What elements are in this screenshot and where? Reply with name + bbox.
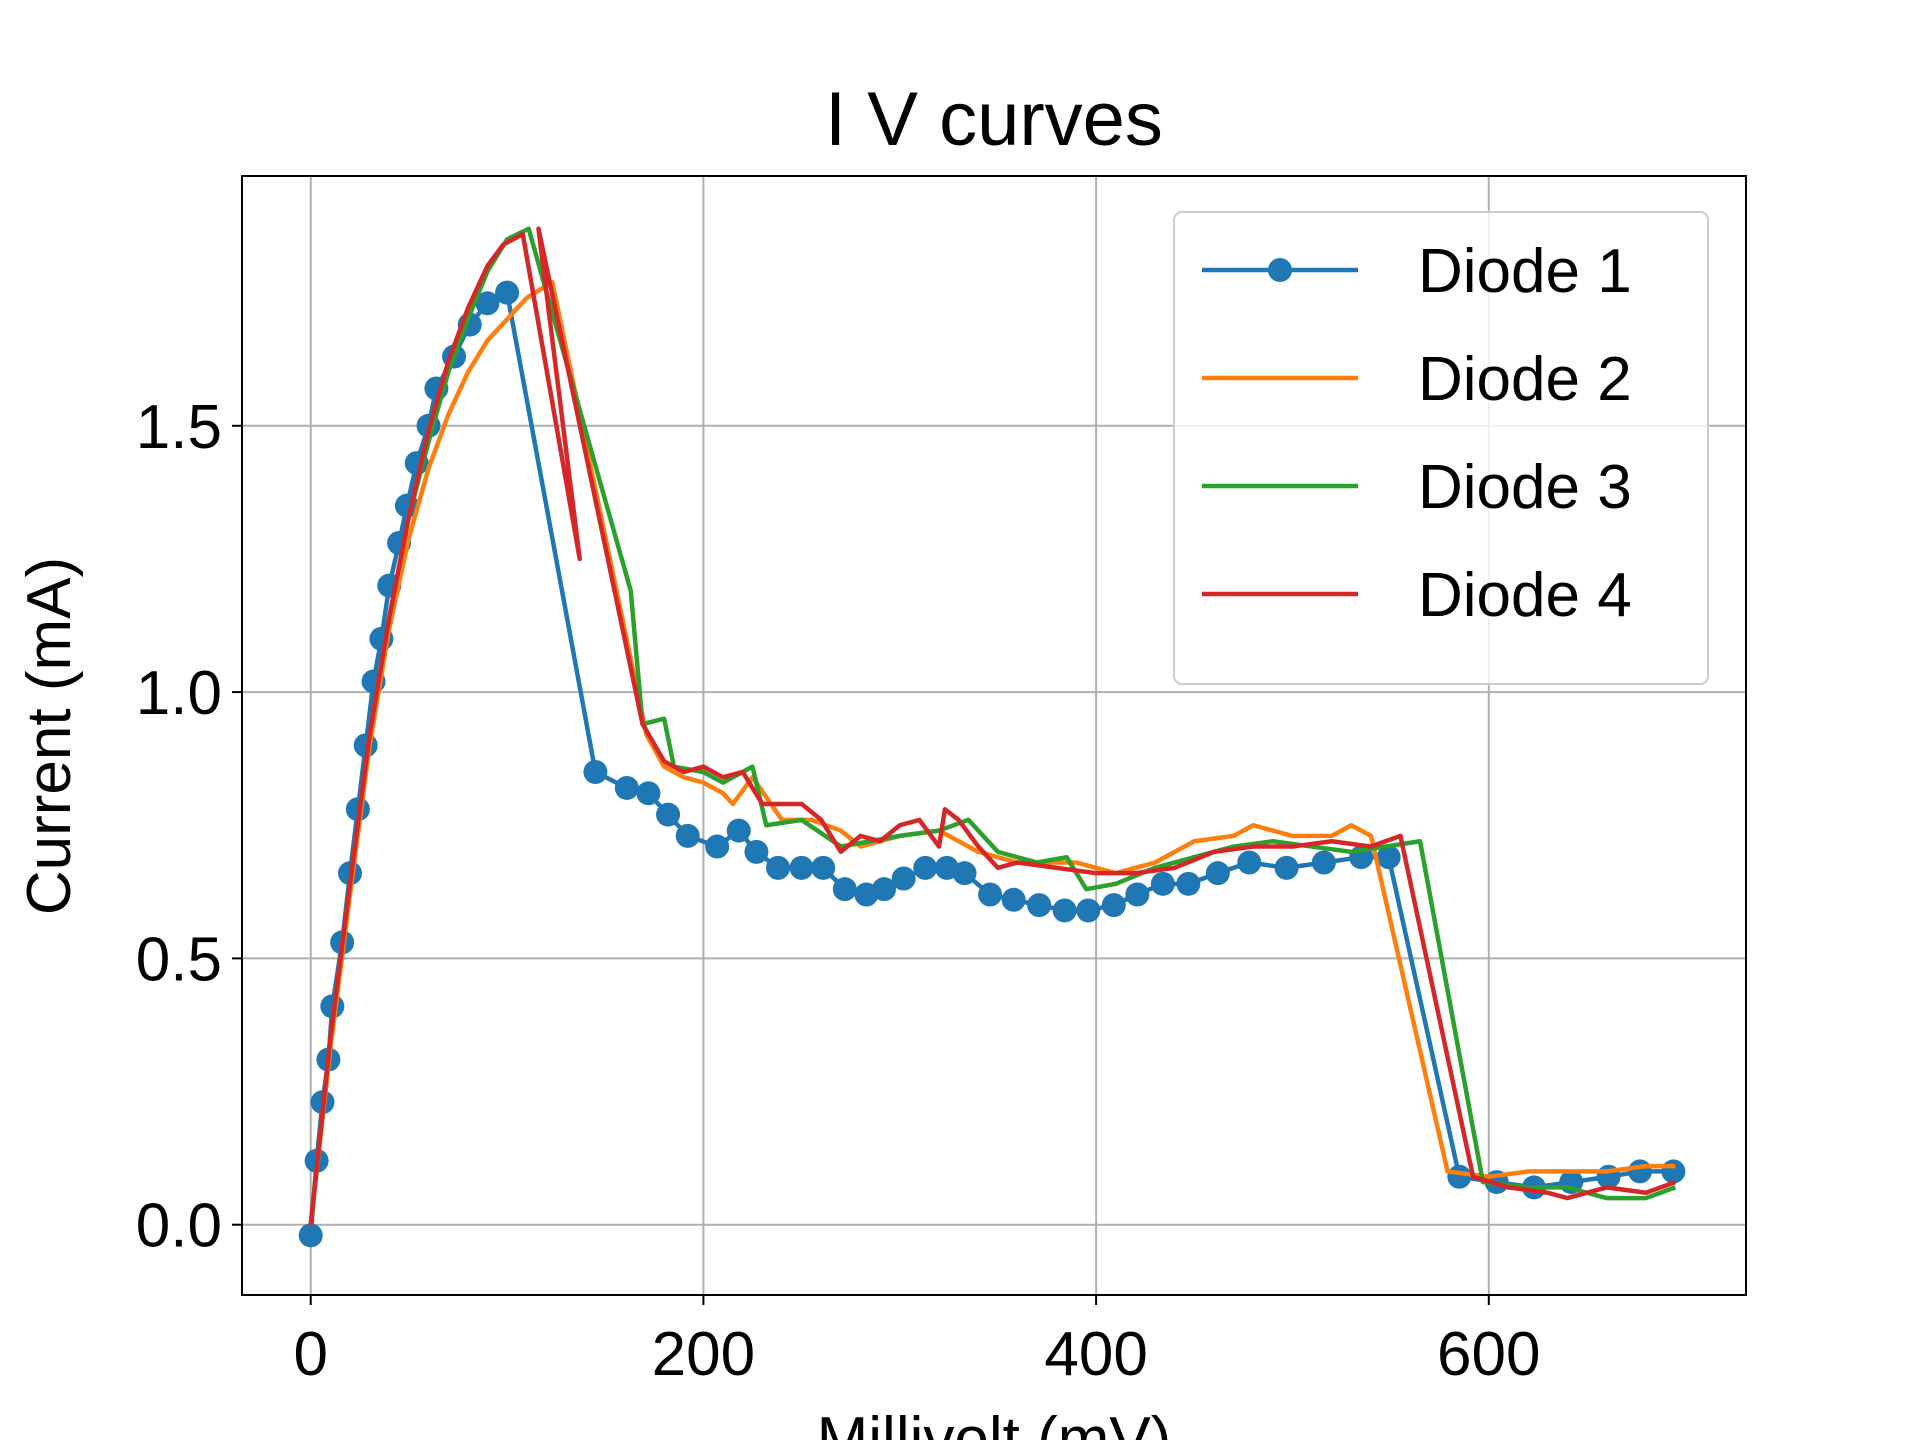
data-point xyxy=(913,855,938,880)
x-axis-label: Millivolt (mV) xyxy=(817,1405,1172,1440)
y-tick-label: 1.5 xyxy=(136,393,222,462)
data-point xyxy=(1150,871,1175,896)
legend-marker xyxy=(1268,258,1292,282)
y-axis-label: Current (mA) xyxy=(15,557,84,915)
x-tick-label: 600 xyxy=(1437,1320,1540,1389)
data-point xyxy=(583,759,608,784)
x-tick-label: 0 xyxy=(293,1320,327,1389)
data-point xyxy=(1237,850,1262,875)
data-point xyxy=(495,280,520,305)
plot-area xyxy=(298,226,1686,1248)
legend-label: Diode 1 xyxy=(1418,237,1632,306)
data-point xyxy=(705,834,730,859)
legend-label: Diode 2 xyxy=(1418,345,1632,414)
data-point xyxy=(1274,855,1299,880)
data-point xyxy=(1076,898,1101,923)
series-line xyxy=(308,226,1677,1225)
data-point xyxy=(744,839,769,864)
ticks: 0 200 400 600 0.0 0.5 1.0 1.5 xyxy=(136,393,1541,1389)
data-point xyxy=(891,866,916,891)
data-point xyxy=(726,818,751,843)
data-point xyxy=(766,855,791,880)
data-point xyxy=(1376,845,1401,870)
data-point xyxy=(1661,1159,1686,1184)
data-point xyxy=(475,291,500,316)
data-point xyxy=(1627,1159,1652,1184)
data-point xyxy=(298,1223,323,1248)
legend: Diode 1 Diode 2 Diode 3 Diode 4 xyxy=(1173,211,1709,685)
legend-label: Diode 3 xyxy=(1418,453,1632,522)
data-point xyxy=(1176,871,1201,896)
series-line xyxy=(308,226,1677,1225)
data-point xyxy=(636,781,661,806)
data-point xyxy=(872,877,897,902)
data-point xyxy=(952,861,977,886)
data-point xyxy=(832,877,857,902)
data-point xyxy=(1001,887,1026,912)
data-point xyxy=(789,855,814,880)
legend-box xyxy=(1173,211,1709,685)
data-point xyxy=(1101,893,1126,918)
data-point xyxy=(1205,861,1230,886)
data-point xyxy=(1027,893,1052,918)
axes-frame xyxy=(241,175,1747,1296)
data-point xyxy=(1052,898,1077,923)
x-tick-label: 200 xyxy=(652,1320,755,1389)
data-point xyxy=(1447,1164,1472,1189)
legend-label: Diode 4 xyxy=(1418,561,1632,630)
data-point xyxy=(675,823,700,848)
y-tick-label: 0.5 xyxy=(136,925,222,994)
data-point xyxy=(1311,850,1336,875)
data-point xyxy=(614,775,639,800)
data-point xyxy=(656,802,681,827)
data-point xyxy=(978,882,1003,907)
y-tick-label: 0.0 xyxy=(136,1192,222,1261)
chart-title: I V curves xyxy=(825,77,1163,162)
series-line xyxy=(308,279,1676,1225)
x-tick-label: 400 xyxy=(1044,1320,1147,1389)
data-point xyxy=(1125,882,1150,907)
y-tick-label: 1.0 xyxy=(136,659,222,728)
data-point xyxy=(811,855,836,880)
